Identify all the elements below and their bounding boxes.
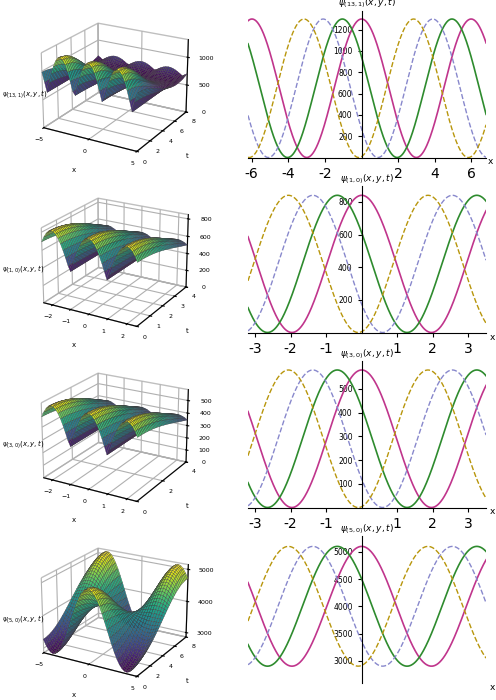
Y-axis label: t: t [186, 678, 188, 684]
Text: $\psi_{(13,1)}(x, y, t)$: $\psi_{(13,1)}(x, y, t)$ [2, 88, 48, 100]
Title: $\psi_{{(3,0)}}(x, y, t)$: $\psi_{{(3,0)}}(x, y, t)$ [340, 346, 394, 360]
Title: $\psi_{{(5,0)}}(x, y, t)$: $\psi_{{(5,0)}}(x, y, t)$ [340, 522, 394, 536]
Title: $\psi_{{(1,0)}}(x, y, t)$: $\psi_{{(1,0)}}(x, y, t)$ [340, 172, 394, 186]
Title: $\psi_{{(13,1)}}(x, y, t)$: $\psi_{{(13,1)}}(x, y, t)$ [338, 0, 396, 10]
Text: $\psi_{(3,0)}(x, y, t)$: $\psi_{(3,0)}(x, y, t)$ [2, 438, 45, 450]
Text: $\psi_{(5,0)}(x, y, t)$: $\psi_{(5,0)}(x, y, t)$ [2, 613, 45, 625]
Text: x: x [488, 158, 494, 167]
Text: x: x [490, 508, 495, 517]
Text: x: x [490, 682, 495, 692]
X-axis label: x: x [72, 692, 76, 698]
X-axis label: x: x [72, 517, 76, 523]
Y-axis label: t: t [186, 328, 188, 334]
X-axis label: x: x [72, 167, 76, 173]
X-axis label: x: x [72, 342, 76, 348]
Text: x: x [490, 332, 495, 342]
Y-axis label: t: t [186, 153, 188, 159]
Text: $\psi_{(1,0)}(x, y, t)$: $\psi_{(1,0)}(x, y, t)$ [2, 263, 45, 275]
Y-axis label: t: t [186, 503, 188, 509]
